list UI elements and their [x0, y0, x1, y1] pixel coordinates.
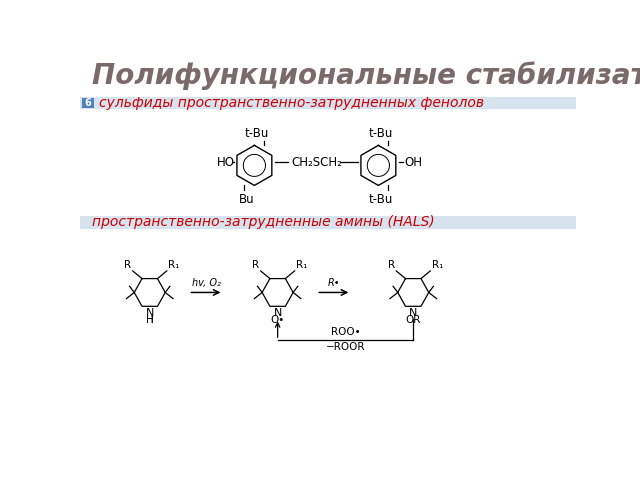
Text: Bu: Bu — [239, 193, 255, 206]
Text: ROO•: ROO• — [331, 327, 360, 337]
Text: OH: OH — [404, 156, 422, 169]
Text: H: H — [146, 315, 154, 325]
Text: hv, O₂: hv, O₂ — [191, 278, 220, 288]
Text: HO: HO — [217, 156, 235, 169]
Text: R₁: R₁ — [168, 260, 180, 270]
Text: OR: OR — [406, 315, 421, 325]
Text: 6: 6 — [84, 98, 91, 108]
Text: Полифункциональные стабилизаторы: Полифункциональные стабилизаторы — [92, 61, 640, 90]
Text: t-Bu: t-Bu — [244, 127, 269, 140]
Text: R₁: R₁ — [432, 260, 444, 270]
Text: N: N — [145, 308, 154, 318]
Text: R: R — [252, 260, 259, 270]
Text: O•: O• — [271, 315, 285, 325]
Text: сульфиды пространственно-затрудненных фенолов: сульфиды пространственно-затрудненных фе… — [99, 96, 484, 110]
Text: N: N — [409, 308, 417, 318]
Text: R: R — [388, 260, 395, 270]
Text: R: R — [124, 260, 131, 270]
Text: t-Bu: t-Bu — [369, 193, 393, 206]
Text: −ROOR: −ROOR — [326, 343, 365, 352]
Text: R•: R• — [328, 278, 340, 288]
Text: H: H — [146, 315, 154, 325]
Text: N: N — [273, 308, 282, 318]
Bar — [81, 97, 94, 108]
Text: t-Bu: t-Bu — [369, 127, 393, 140]
Bar — [80, 216, 576, 228]
Text: R₁: R₁ — [296, 260, 308, 270]
Text: пространственно-затрудненные амины (HALS): пространственно-затрудненные амины (HALS… — [92, 216, 435, 229]
Text: CH₂SCH₂: CH₂SCH₂ — [291, 156, 342, 169]
Bar — [80, 97, 576, 109]
